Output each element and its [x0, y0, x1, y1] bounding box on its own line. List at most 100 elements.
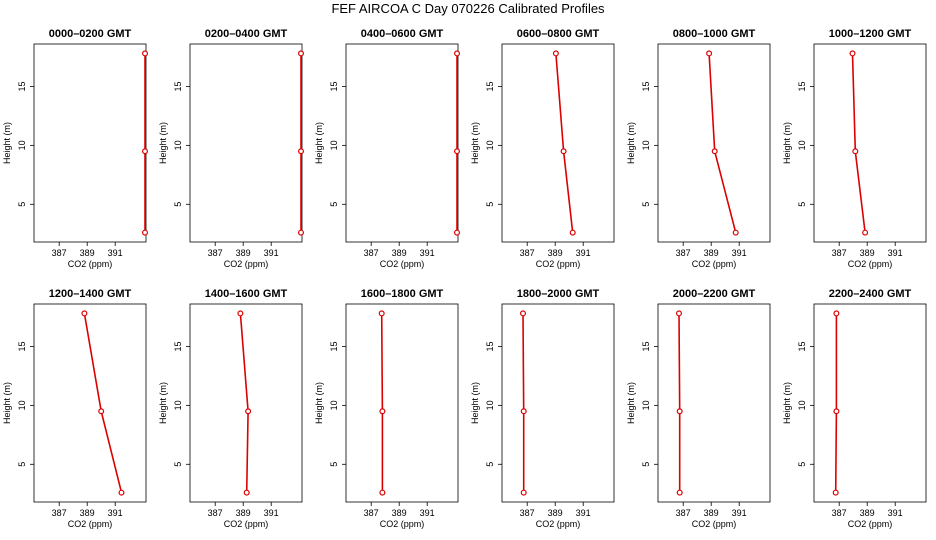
figure-title: FEF AIRCOA C Day 070226 Calibrated Profi… [331, 1, 605, 16]
y-axis-label: Height (m) [626, 122, 636, 164]
panel-2: 0200–0400 GMT 387 389 391 5 10 15 CO2 (ppm) Heig… [158, 28, 305, 269]
y-tick-label: 5 [641, 202, 651, 207]
y-tick-label: 15 [641, 81, 651, 91]
x-tick-label: 387 [832, 248, 847, 258]
y-tick-label: 5 [485, 462, 495, 467]
x-tick-label: 391 [888, 248, 903, 258]
panel-8: 1400–1600 GMT 387 389 391 5 10 15 CO2 (ppm) Heig… [158, 288, 303, 529]
y-tick-label: 15 [17, 341, 27, 351]
x-tick-label: 391 [420, 248, 435, 258]
plot-frame [813, 43, 927, 243]
data-point [237, 310, 244, 317]
data-point [454, 50, 461, 57]
x-axis-label: CO2 (ppm) [380, 259, 425, 269]
y-tick-label: 15 [329, 81, 339, 91]
x-tick-label: 389 [236, 508, 251, 518]
y-axis-label: Height (m) [158, 122, 168, 164]
y-tick-label: 5 [17, 462, 27, 467]
x-tick-label: 391 [888, 508, 903, 518]
x-tick-label: 387 [52, 248, 67, 258]
x-tick-label: 391 [420, 508, 435, 518]
plot-frame [33, 43, 147, 243]
x-axis-label: CO2 (ppm) [848, 259, 893, 269]
data-point [379, 489, 386, 496]
profile-line [851, 53, 866, 233]
x-tick-label: 389 [860, 508, 875, 518]
plot-frame [657, 43, 771, 243]
plot-frame [501, 43, 615, 243]
panel-12: 2200–2400 GMT 387 389 391 5 10 15 CO2 (ppm) Heig… [782, 288, 927, 529]
y-axis-label: Height (m) [2, 382, 12, 424]
data-point [298, 50, 305, 57]
profile-line [708, 53, 737, 233]
data-point [245, 408, 252, 415]
plot-frame [657, 303, 771, 503]
panels-grid: 0000–0200 GMT 387 389 391 5 10 15 CO2 (ppm) Heig… [2, 28, 927, 529]
x-tick-label: 389 [392, 248, 407, 258]
y-tick-label: 5 [173, 202, 183, 207]
data-point [833, 310, 840, 317]
data-point [862, 229, 869, 236]
plot-frame [501, 303, 615, 503]
panel-6: 1000–1200 GMT 387 389 391 5 10 15 CO2 (ppm) Heig… [782, 28, 927, 269]
data-point [732, 229, 739, 236]
data-point [552, 50, 559, 57]
panel-title: 1400–1600 GMT [205, 288, 288, 300]
x-axis-label: CO2 (ppm) [68, 259, 113, 269]
panel-title: 1800–2000 GMT [517, 288, 600, 300]
y-tick-label: 15 [797, 341, 807, 351]
x-axis-label: CO2 (ppm) [536, 519, 581, 529]
data-point [298, 229, 305, 236]
y-axis-label: Height (m) [314, 122, 324, 164]
data-point [520, 408, 527, 415]
y-tick-label: 10 [641, 140, 651, 150]
y-tick-label: 5 [17, 202, 27, 207]
data-point [833, 408, 840, 415]
x-tick-label: 389 [80, 248, 95, 258]
x-tick-label: 387 [364, 248, 379, 258]
data-point [676, 489, 683, 496]
x-tick-label: 387 [52, 508, 67, 518]
x-tick-label: 391 [732, 248, 747, 258]
x-tick-label: 387 [364, 508, 379, 518]
x-tick-label: 391 [108, 508, 123, 518]
data-point [675, 310, 682, 317]
data-point [98, 408, 105, 415]
data-point [81, 310, 88, 317]
panel-3: 0400–0600 GMT 387 389 391 5 10 15 CO2 (ppm) Heig… [314, 28, 461, 269]
y-tick-label: 10 [329, 140, 339, 150]
x-tick-label: 389 [548, 508, 563, 518]
x-tick-label: 387 [676, 248, 691, 258]
data-point [379, 408, 386, 415]
x-tick-label: 391 [732, 508, 747, 518]
data-point [454, 229, 461, 236]
panel-title: 0200–0400 GMT [205, 28, 288, 40]
x-tick-label: 387 [208, 248, 223, 258]
panel-10: 1800–2000 GMT 387 389 391 5 10 15 CO2 (ppm) Heig… [470, 288, 615, 529]
data-point [298, 148, 305, 155]
panel-9: 1600–1800 GMT 387 389 391 5 10 15 CO2 (ppm) Heig… [314, 288, 459, 529]
panel-title: 1000–1200 GMT [829, 28, 912, 40]
data-point [378, 310, 385, 317]
y-tick-label: 15 [173, 341, 183, 351]
x-tick-label: 387 [832, 508, 847, 518]
y-axis-label: Height (m) [782, 382, 792, 424]
x-tick-label: 389 [548, 248, 563, 258]
y-tick-label: 15 [797, 81, 807, 91]
y-tick-label: 5 [797, 202, 807, 207]
y-tick-label: 10 [17, 400, 27, 410]
y-tick-label: 15 [485, 81, 495, 91]
data-point [142, 50, 149, 57]
data-point [706, 50, 713, 57]
y-axis-label: Height (m) [782, 122, 792, 164]
x-axis-label: CO2 (ppm) [68, 519, 113, 529]
y-tick-label: 5 [329, 462, 339, 467]
x-axis-label: CO2 (ppm) [224, 259, 269, 269]
panel-4: 0600–0800 GMT 387 389 391 5 10 15 CO2 (ppm) Heig… [470, 28, 615, 269]
panel-7: 1200–1400 GMT 387 389 391 5 10 15 CO2 (ppm) Heig… [2, 288, 147, 529]
data-point [676, 408, 683, 415]
y-tick-label: 10 [17, 140, 27, 150]
data-point [142, 148, 149, 155]
data-point [852, 148, 859, 155]
